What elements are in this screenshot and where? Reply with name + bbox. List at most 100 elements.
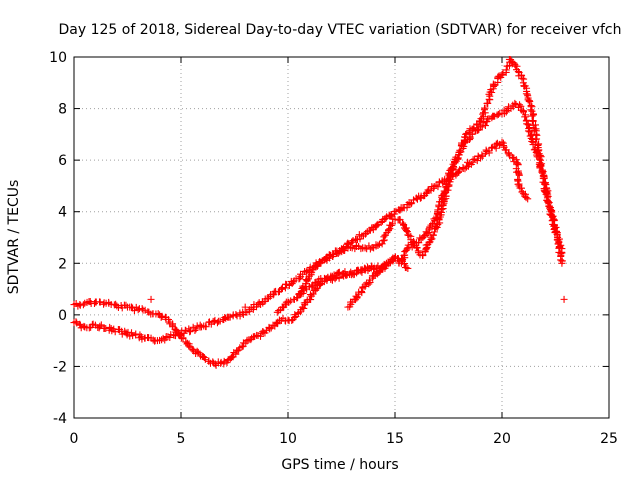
data-point-band <box>358 264 372 276</box>
data-point <box>348 270 356 278</box>
data-point-band <box>220 356 232 367</box>
plot-frame <box>73 56 610 419</box>
data-point <box>509 154 517 162</box>
data-point <box>357 267 365 275</box>
data-point-band <box>77 322 89 332</box>
x-axis-label: GPS time / hours <box>281 457 398 473</box>
data-point-band <box>346 298 355 311</box>
data-point-band <box>94 321 146 343</box>
data-point-band <box>72 318 84 328</box>
y-tick-label: 2 <box>58 256 67 272</box>
data-point <box>524 195 532 203</box>
data-point-band <box>308 279 320 291</box>
data-point-band <box>265 323 275 333</box>
data-point-band <box>536 160 549 193</box>
data-point <box>425 239 433 247</box>
data-point <box>558 259 566 267</box>
data-point <box>312 285 320 293</box>
data-point-band <box>532 131 545 161</box>
data-point <box>502 66 510 74</box>
data-point-band <box>147 310 162 318</box>
data-point-band <box>505 101 517 112</box>
data-point-band <box>418 241 432 259</box>
data-point-band <box>243 308 253 316</box>
data-point-band <box>371 267 383 279</box>
series-short-segments <box>70 138 532 345</box>
data-point-band <box>510 154 520 166</box>
data-point <box>498 138 506 146</box>
data-point-band <box>342 268 355 279</box>
data-point-band <box>83 298 99 308</box>
data-point-band <box>206 358 218 367</box>
y-tick-label: 4 <box>58 205 67 221</box>
data-point-band <box>285 316 297 325</box>
data-point-band <box>391 253 403 265</box>
data-point-band <box>498 68 510 78</box>
y-tick-label: 8 <box>58 102 67 118</box>
x-tick-label: 10 <box>279 431 297 447</box>
y-tick-label: 6 <box>58 153 67 169</box>
data-point-band <box>227 349 240 362</box>
data-point-band <box>368 262 381 273</box>
series-middle-track <box>273 262 382 316</box>
data-point-band <box>469 117 484 133</box>
data-point <box>404 264 412 272</box>
data-point <box>374 262 382 270</box>
data-point-band <box>516 184 526 196</box>
y-tick-label: 10 <box>49 50 67 66</box>
data-point-band <box>374 237 387 249</box>
data-point-band <box>257 328 269 340</box>
x-tick-label: 5 <box>177 431 186 447</box>
data-point-band <box>477 99 491 123</box>
data-point <box>511 99 519 107</box>
data-point-band <box>249 331 261 341</box>
data-point-band <box>72 300 87 310</box>
data-point <box>361 244 369 252</box>
data-point-band <box>426 223 441 246</box>
data-point-band <box>528 110 540 135</box>
data-point-band <box>243 336 255 345</box>
data-point-band <box>396 216 408 229</box>
data-point-band <box>105 298 120 309</box>
data-point-band <box>350 266 362 279</box>
data-point-band <box>398 257 410 272</box>
data-point-band <box>500 106 511 118</box>
data-point-band <box>313 280 325 292</box>
data-point-band <box>540 186 556 218</box>
data-point-band <box>277 314 290 325</box>
data-point-band <box>512 160 523 188</box>
y-tick-label: -4 <box>53 411 67 427</box>
data-point <box>331 275 339 283</box>
series-outliers <box>147 295 568 311</box>
series-lower-track <box>344 253 412 311</box>
data-point-band <box>157 312 169 321</box>
data-point-band <box>512 62 522 76</box>
data-point-band <box>521 190 530 202</box>
data-point-band <box>324 273 336 284</box>
x-tick-label: 15 <box>386 431 404 447</box>
data-point-band <box>156 308 247 344</box>
data-point-band <box>247 304 257 313</box>
data-point-band <box>377 260 389 271</box>
data-point-band <box>185 340 197 354</box>
x-tick-label: 20 <box>493 431 511 447</box>
data-point-band <box>334 268 347 278</box>
chart-title: Day 125 of 2018, Sidereal Day-to-day VTE… <box>58 22 621 38</box>
data-point <box>385 226 393 234</box>
data-point-band <box>372 241 380 250</box>
y-tick-label: -2 <box>53 359 67 375</box>
data-point-band <box>285 295 298 306</box>
data-point-band <box>515 71 528 83</box>
data-point-band <box>281 298 290 308</box>
data-point-band <box>547 211 562 243</box>
data-point-band <box>114 301 130 312</box>
data-point-band <box>520 108 533 135</box>
axis-ticks: 0 5 10 15 20 25 -4 -2 0 2 4 6 8 10 <box>49 50 618 447</box>
data-point-band <box>489 72 505 89</box>
data-point-band <box>271 318 282 330</box>
data-point-band <box>350 292 361 304</box>
data-point-band <box>468 125 483 138</box>
y-tick-label: 0 <box>58 308 67 324</box>
